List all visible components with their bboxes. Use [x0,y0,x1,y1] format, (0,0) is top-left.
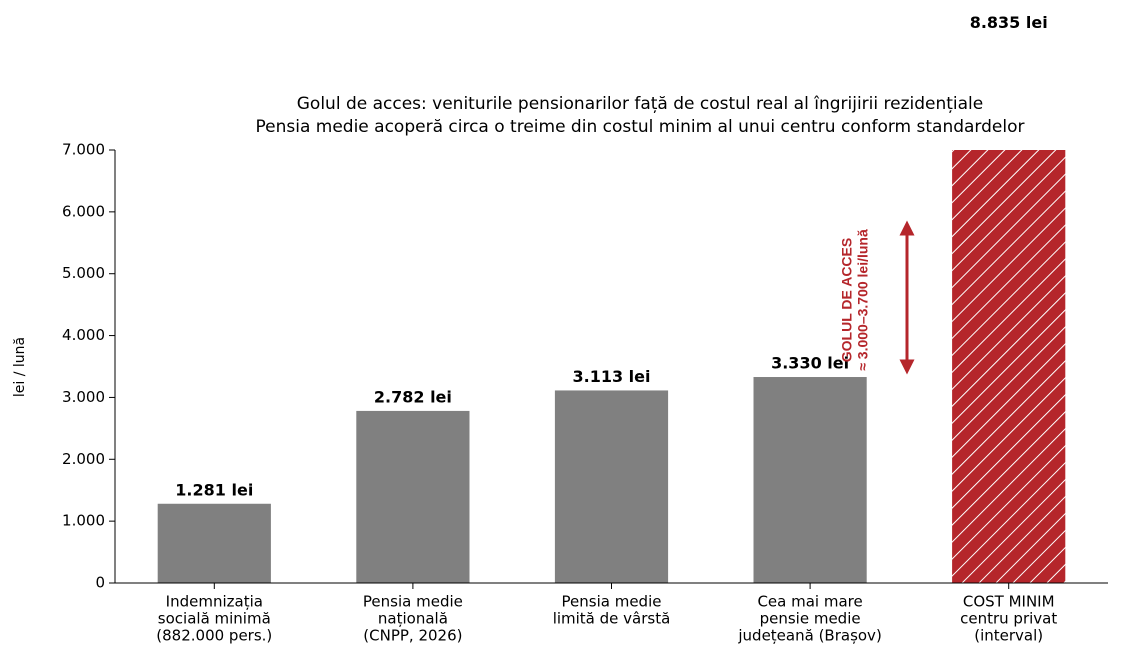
value-label: 3.113 lei [573,367,651,386]
annotation: ≈ 3.000–3.700 lei/lună [855,229,871,371]
x-tick-label: centru privat [960,610,1057,628]
x-tick-label: (interval) [974,627,1043,645]
bar [356,410,470,583]
x-tick-label: COST MINIM [963,593,1055,611]
bar [952,150,1066,583]
y-tick-label: 2.000 [62,450,105,468]
x-tick-label: socială minimă [158,610,271,628]
bar [753,377,867,583]
x-tick-label: națională [378,610,448,628]
x-tick-label: pensie medie [760,610,861,628]
bar [157,503,271,583]
y-tick-label: 7.000 [62,141,105,159]
x-tick-label: Pensia medie [363,593,463,611]
value-label: 2.782 lei [374,387,452,406]
y-tick-label: 1.000 [62,512,105,530]
x-tick-label: Indemnizația [166,593,263,611]
value-label: 3.330 lei [771,354,849,373]
x-tick-label: (882.000 pers.) [156,627,272,645]
annotation: GOLUL DE ACCES [839,238,855,362]
x-tick-label: (CNPP, 2026) [363,627,462,645]
chart-subtitle: Pensia medie acoperă circa o treime din … [255,117,1024,137]
y-tick-label: 6.000 [62,202,105,220]
chart-title: Golul de acces: veniturile pensionarilor… [297,94,984,114]
x-tick-label: limită de vârstă [553,610,671,628]
plot-area: 0 1.000 2.000 3.000 4.000 5.000 6.000 7.000 Inde… [62,13,1108,645]
bars [157,150,1066,583]
x-tick-label: județeană (Brașov) [737,627,881,645]
x-tick-label: Pensia medie [562,593,662,611]
y-tick-label: 0 [95,574,105,592]
bar [554,390,669,583]
y-tick-label: 3.000 [62,388,105,406]
y-tick-label: 4.000 [62,326,105,344]
y-axis-label: lei / lună [12,337,28,397]
x-tick-label: Cea mai mare [757,593,862,611]
value-label: 8.835 lei [970,13,1048,32]
y-tick-label: 5.000 [62,264,105,282]
value-label: 1.281 lei [175,480,253,499]
